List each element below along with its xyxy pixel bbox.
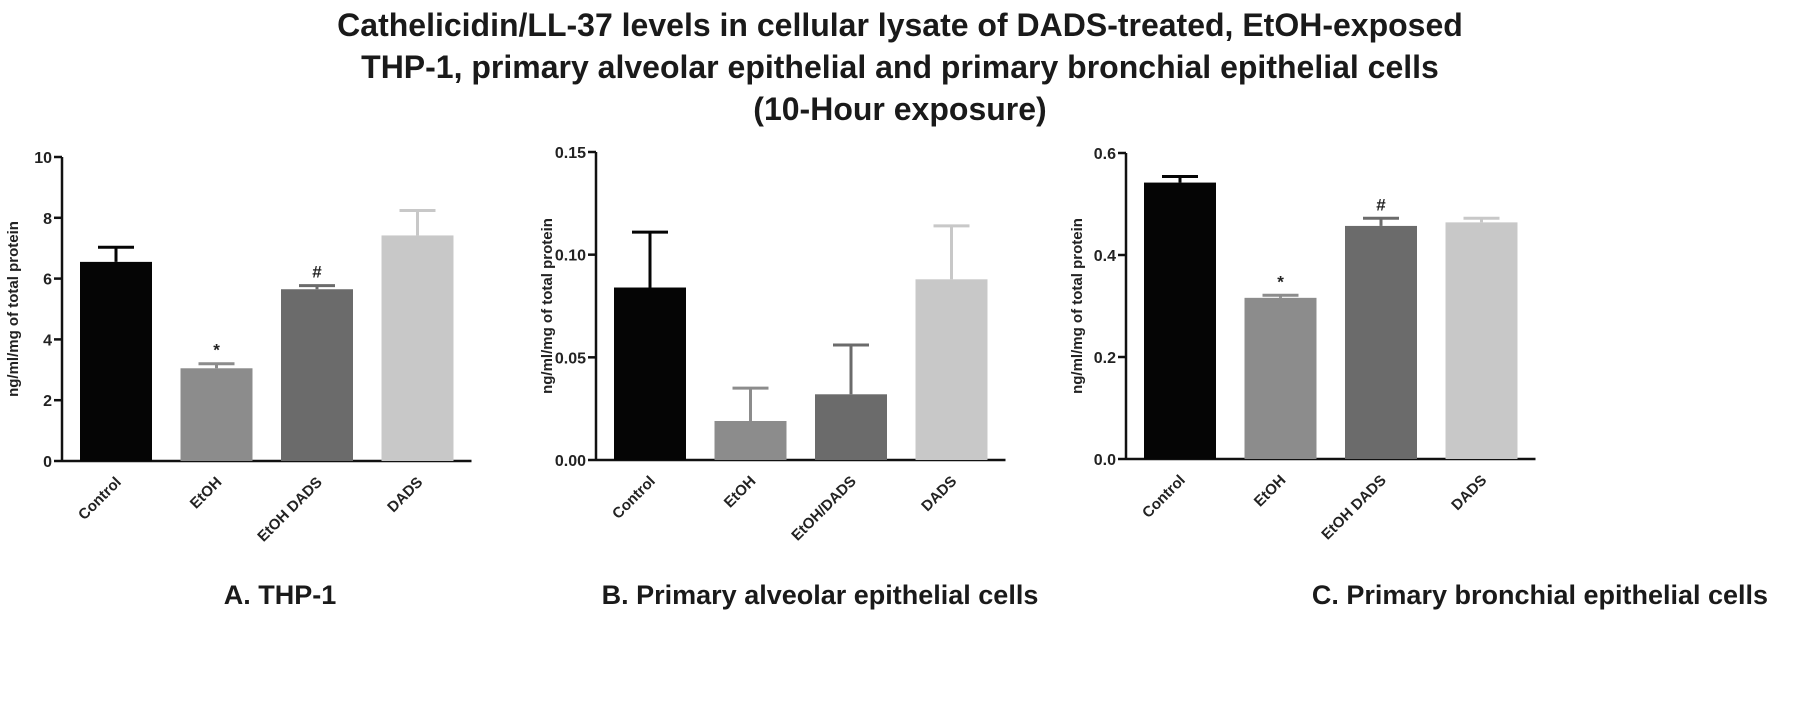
panel-b-y-tick-label: 0.00 [555, 453, 586, 470]
panel-c-y-tick-label: 0.0 [1094, 452, 1116, 469]
panel-c-bar [1445, 222, 1518, 459]
panel-b-bar [614, 287, 686, 460]
panel-a-category-label: EtOH [187, 474, 226, 513]
panel-c-y-tick-label: 0.4 [1094, 248, 1116, 265]
panel-a-y-tick-label: 8 [43, 211, 52, 228]
panel-c-caption: C. Primary bronchial epithelial cells [1311, 580, 1769, 610]
figure-title-line-2: THP-1, primary alveolar epithelial and p… [361, 49, 1439, 85]
panel-b-category-label: Control [609, 473, 659, 523]
panel-a-bar [381, 235, 454, 461]
panel-a-category-label: Control [75, 474, 125, 524]
panel-a-bar [80, 261, 152, 461]
panel-b-bar [815, 394, 887, 460]
panel-c-category-label: Control [1139, 472, 1189, 522]
panel-b-bar [714, 420, 787, 460]
panel-a-y-tick-label: 2 [43, 393, 52, 410]
panel-a-y-tick-label: 10 [34, 150, 52, 167]
panel-c-category-label: EtOH [1251, 472, 1290, 511]
panel-c-y-tick-label: 0.6 [1094, 146, 1116, 163]
panel-a-category-label: DADS [384, 474, 426, 516]
panel-a-caption: A. THP-1 [223, 580, 337, 610]
panel-b-bar [915, 279, 988, 460]
panel-b-y-tick-label: 0.15 [555, 145, 586, 162]
panel-c-y-tick-label: 0.2 [1094, 350, 1116, 367]
panel-c-category-label: DADS [1448, 472, 1490, 514]
panel-b-caption: B. Primary alveolar epithelial cells [601, 580, 1039, 610]
panel-c-bar [1244, 297, 1317, 459]
panel-b-category-label: DADS [918, 473, 960, 515]
panel-a-category-label: EtOH DADS [254, 474, 326, 546]
panel-a-significance-mark: # [312, 263, 322, 282]
panel-c-significance-mark: * [1277, 272, 1284, 291]
panel-b-category-label: EtOH [721, 473, 760, 512]
panel-c-category-label: EtOH DADS [1318, 472, 1390, 544]
panel-a-y-axis-label: ng/ml/mg of total protein [5, 221, 22, 397]
panel-b-y-axis-label: ng/ml/mg of total protein [539, 218, 556, 394]
panel-a-y-tick-label: 0 [43, 454, 52, 471]
panel-c-significance-mark: # [1376, 195, 1386, 214]
figure-title-line-3: (10-Hour exposure) [753, 91, 1047, 127]
panel-c-bar [1345, 225, 1417, 459]
panel-a-significance-mark: * [213, 341, 220, 360]
panel-c-y-axis-label: ng/ml/mg of total protein [1069, 218, 1086, 394]
panel-b-y-tick-label: 0.10 [555, 248, 586, 265]
panel-a-bar [281, 289, 353, 461]
panel-a-y-tick-label: 4 [43, 332, 52, 349]
panel-b-y-tick-label: 0.05 [555, 350, 586, 367]
panel-c-bar [1144, 182, 1216, 459]
panel-a-bar [180, 368, 253, 461]
figure-title-line-1: Cathelicidin/LL-37 levels in cellular ly… [337, 7, 1463, 43]
panel-b-category-label: EtOH/DADS [788, 473, 860, 545]
panel-a-y-tick-label: 6 [43, 272, 52, 289]
figure-title: Cathelicidin/LL-37 levels in cellular ly… [0, 4, 1800, 130]
